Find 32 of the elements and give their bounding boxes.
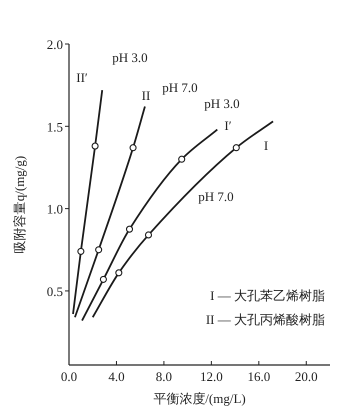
annotation: pH 7.0: [198, 189, 234, 204]
annotation: pH 3.0: [204, 96, 240, 111]
x-tick-label: 4.0: [108, 369, 125, 384]
point: [130, 144, 137, 152]
y-tick-label: 2.0: [46, 37, 63, 52]
point: [115, 269, 122, 276]
point: [144, 231, 152, 239]
y-tick-label: 1.0: [46, 202, 63, 217]
point: [100, 276, 107, 283]
point: [126, 226, 134, 233]
point: [232, 144, 240, 152]
point: [178, 156, 186, 163]
annotation: II — 大孔丙烯酸树脂: [206, 312, 325, 327]
point: [95, 246, 102, 254]
point: [77, 248, 84, 255]
annotation: I: [264, 138, 268, 153]
y-tick-label: 0.5: [46, 284, 63, 299]
annotation: pH 3.0: [112, 50, 148, 65]
annotation: I′: [224, 118, 232, 133]
annotation: II: [142, 88, 150, 103]
y-axis-title: 吸附容量q/(mg/g): [12, 156, 27, 254]
x-tick-label: 8.0: [156, 369, 172, 384]
annotation: pH 7.0: [162, 80, 198, 95]
y-tick-label: 1.5: [46, 119, 63, 134]
annotation: I — 大孔苯乙烯树脂: [210, 288, 325, 303]
annotation: II′: [76, 70, 88, 85]
x-tick-label: 0.0: [60, 369, 78, 384]
x-tick-label: 20.0: [294, 369, 318, 384]
x-tick-label: 12.0: [200, 369, 223, 384]
x-axis-title: 平衡浓度/(mg/L): [153, 391, 246, 406]
x-tick-label: 16.0: [247, 369, 270, 384]
point: [92, 142, 99, 150]
